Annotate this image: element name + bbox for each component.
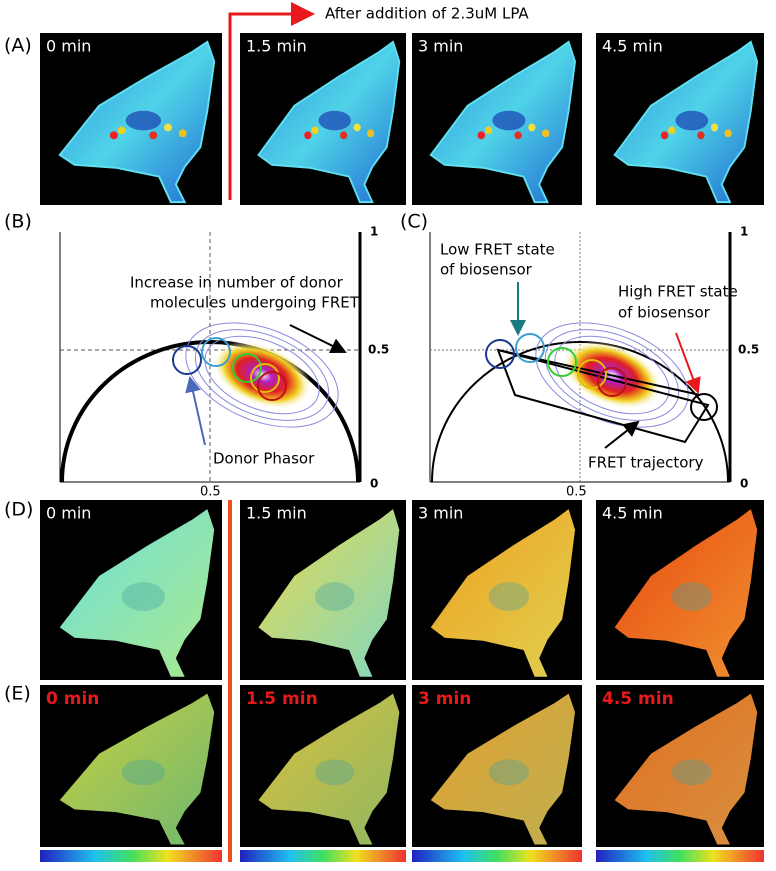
time-label: 1.5 min xyxy=(246,504,307,523)
y-tick-label: 1 xyxy=(370,225,378,239)
nucleus xyxy=(488,582,530,611)
cell xyxy=(258,509,400,677)
bright-spot xyxy=(109,131,118,140)
cell xyxy=(58,40,216,204)
nucleus xyxy=(125,110,162,131)
bright-spot xyxy=(660,131,669,140)
panel-label: (E) xyxy=(4,683,31,705)
colorbar xyxy=(412,850,582,862)
y-tick-label: 1 xyxy=(740,225,748,239)
x-tick-label: 0.5 xyxy=(566,485,587,500)
time-label: 3 min xyxy=(418,689,471,709)
panel-label: (A) xyxy=(4,35,32,57)
bright-spot xyxy=(367,129,375,138)
micrograph: 1.5 min xyxy=(240,500,406,680)
cell xyxy=(614,509,758,677)
nucleus xyxy=(318,110,351,131)
cell xyxy=(614,693,758,845)
cell xyxy=(613,40,759,204)
annotation: of biosensor xyxy=(440,261,533,279)
annotation: High FRET state xyxy=(618,283,738,301)
treatment-label: After addition of 2.3uM LPA xyxy=(325,5,529,23)
colorbar xyxy=(596,850,764,862)
bright-spot xyxy=(477,131,485,140)
bright-spot xyxy=(697,131,705,140)
nucleus xyxy=(492,110,526,131)
time-label: 4.5 min xyxy=(602,37,663,56)
bright-spot xyxy=(117,126,126,135)
y-tick-label: 0 xyxy=(370,477,378,491)
time-label: 1.5 min xyxy=(246,37,307,56)
bright-spot xyxy=(710,123,719,132)
annotation: FRET trajectory xyxy=(588,454,704,472)
bright-spot xyxy=(541,129,550,138)
time-label: 0 min xyxy=(46,689,99,709)
bright-spot xyxy=(353,123,361,132)
time-label: 1.5 min xyxy=(246,689,318,709)
annotation: of biosensor xyxy=(618,304,711,322)
time-label: 4.5 min xyxy=(602,504,663,523)
cell xyxy=(59,693,215,845)
cell xyxy=(430,693,576,845)
annotation: Donor Phasor xyxy=(213,450,315,468)
bright-spot xyxy=(514,131,522,140)
cell xyxy=(257,40,401,204)
nucleus xyxy=(675,110,709,131)
cell xyxy=(258,693,400,845)
cell xyxy=(430,509,576,677)
micrograph: 1.5 min xyxy=(240,685,406,862)
treatment-arrow xyxy=(228,2,315,200)
bright-spot xyxy=(149,131,158,140)
bright-spot xyxy=(164,123,172,132)
bright-spot xyxy=(311,126,319,135)
panel-label: (B) xyxy=(4,211,32,233)
bright-spot xyxy=(178,129,187,138)
nucleus xyxy=(671,582,712,611)
bright-spot xyxy=(668,126,676,135)
colorbar xyxy=(40,850,222,862)
nucleus xyxy=(671,759,712,786)
time-label: 3 min xyxy=(418,37,463,56)
bright-spot xyxy=(340,131,348,140)
micrograph: 0 min xyxy=(40,685,222,862)
bright-spot xyxy=(528,123,536,132)
nucleus xyxy=(488,759,530,786)
phasor-plot-c xyxy=(429,232,732,483)
annotation: molecules undergoing FRET xyxy=(150,294,360,312)
y-tick-label: 0.5 xyxy=(738,343,759,357)
bright-spot xyxy=(304,131,312,140)
time-label: 3 min xyxy=(418,504,463,523)
micrograph: 4.5 min xyxy=(596,33,764,205)
bright-spot xyxy=(724,129,732,138)
nucleus xyxy=(314,582,355,611)
cell xyxy=(59,509,215,677)
cell xyxy=(429,40,577,204)
nucleus xyxy=(121,582,166,611)
phasor-plot-b xyxy=(59,232,362,483)
micrograph: 3 min xyxy=(412,685,582,862)
panel-label: (C) xyxy=(400,211,428,233)
time-label: 0 min xyxy=(46,504,91,523)
time-label: 4.5 min xyxy=(602,689,674,709)
nucleus xyxy=(121,759,166,786)
micrograph: 0 min xyxy=(40,33,222,205)
x-tick-label: 0.5 xyxy=(200,485,221,500)
annotation: Increase in number of donor xyxy=(130,274,344,292)
micrograph: 4.5 min xyxy=(596,685,764,862)
micrograph: 3 min xyxy=(412,33,582,205)
colorbar xyxy=(240,850,406,862)
annotation: Low FRET state xyxy=(440,241,555,259)
y-tick-label: 0.5 xyxy=(368,343,389,357)
micrograph: 1.5 min xyxy=(240,33,406,205)
y-tick-label: 0 xyxy=(740,477,748,491)
panel-label: (D) xyxy=(4,499,33,521)
micrograph: 4.5 min xyxy=(596,500,764,680)
bright-spot xyxy=(485,126,493,135)
micrograph: 3 min xyxy=(412,500,582,680)
time-label: 0 min xyxy=(46,37,91,56)
nucleus xyxy=(314,759,355,786)
micrograph: 0 min xyxy=(40,500,222,680)
